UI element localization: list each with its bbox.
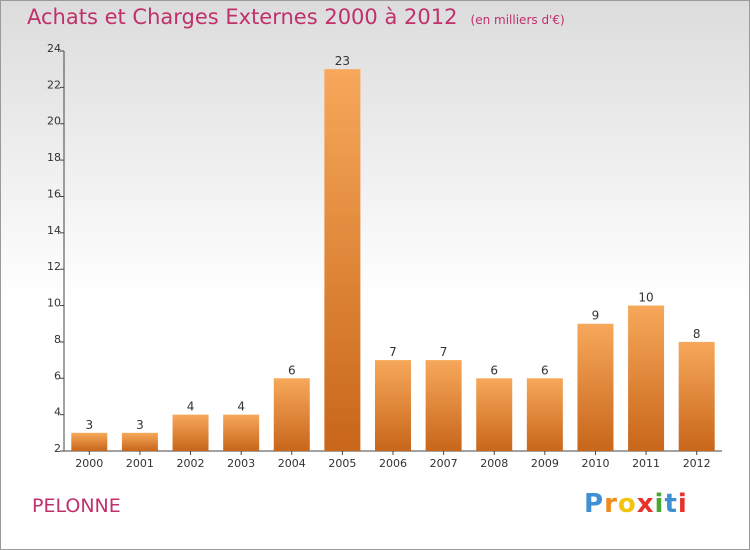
proxiti-logo: Proxiti xyxy=(584,489,688,519)
logo-letter: r xyxy=(604,489,618,519)
x-tick-label: 2005 xyxy=(328,457,356,470)
bar xyxy=(577,323,614,451)
commune-name: PELONNE xyxy=(32,495,121,517)
data-label: 23 xyxy=(335,54,350,68)
bar xyxy=(425,360,462,451)
x-tick-label: 2003 xyxy=(227,457,255,470)
data-label: 8 xyxy=(693,327,701,341)
y-tick-label: 18 xyxy=(47,151,61,164)
data-label: 3 xyxy=(85,418,93,432)
x-tick-label: 2004 xyxy=(278,457,306,470)
bar xyxy=(678,341,715,451)
logo-letter: t xyxy=(664,489,678,519)
logo-letter: i xyxy=(677,489,688,519)
data-label: 6 xyxy=(541,363,549,377)
logo-letter: P xyxy=(584,489,605,519)
bar xyxy=(172,414,209,451)
data-label: 6 xyxy=(490,363,498,377)
x-tick-label: 2011 xyxy=(632,457,660,470)
bar xyxy=(121,432,158,451)
logo-letter: o xyxy=(617,489,637,519)
chart-subtitle: (en milliers d'€) xyxy=(470,13,565,27)
x-tick-label: 2009 xyxy=(531,457,559,470)
bar xyxy=(375,360,411,451)
y-tick-label: 2 xyxy=(54,442,61,455)
title-row: Achats et Charges Externes 2000 à 2012 (… xyxy=(27,5,565,29)
data-label: 9 xyxy=(592,309,600,323)
bar xyxy=(273,378,310,451)
data-label: 4 xyxy=(237,400,245,414)
logo-letter: x xyxy=(636,489,655,519)
bar xyxy=(71,432,108,451)
y-tick-label: 16 xyxy=(47,187,61,200)
y-tick-label: 10 xyxy=(47,297,61,310)
y-tick-label: 12 xyxy=(47,260,61,273)
data-label: 4 xyxy=(187,400,195,414)
y-tick-label: 6 xyxy=(54,369,61,382)
bar xyxy=(223,414,260,451)
y-tick-label: 20 xyxy=(47,115,61,128)
bar xyxy=(526,378,563,451)
logo-letter: i xyxy=(654,489,665,519)
x-tick-label: 2007 xyxy=(430,457,458,470)
data-label: 10 xyxy=(638,291,653,305)
x-tick-label: 2001 xyxy=(126,457,154,470)
x-tick-label: 2010 xyxy=(581,457,609,470)
y-tick-label: 8 xyxy=(54,333,61,346)
data-label: 6 xyxy=(288,363,296,377)
y-tick-label: 22 xyxy=(47,78,61,91)
data-label: 3 xyxy=(136,418,144,432)
y-tick-label: 24 xyxy=(47,42,61,55)
bar xyxy=(324,69,361,451)
data-label: 7 xyxy=(440,345,448,359)
chart-title: Achats et Charges Externes 2000 à 2012 xyxy=(27,5,458,29)
y-tick-label: 14 xyxy=(47,224,61,237)
x-tick-label: 2012 xyxy=(683,457,711,470)
bar xyxy=(628,305,665,451)
x-tick-label: 2000 xyxy=(75,457,103,470)
data-label: 7 xyxy=(389,345,397,359)
x-tick-label: 2002 xyxy=(177,457,205,470)
x-tick-label: 2006 xyxy=(379,457,407,470)
bar xyxy=(476,378,513,451)
y-tick-label: 4 xyxy=(54,406,61,419)
x-tick-label: 2008 xyxy=(480,457,508,470)
